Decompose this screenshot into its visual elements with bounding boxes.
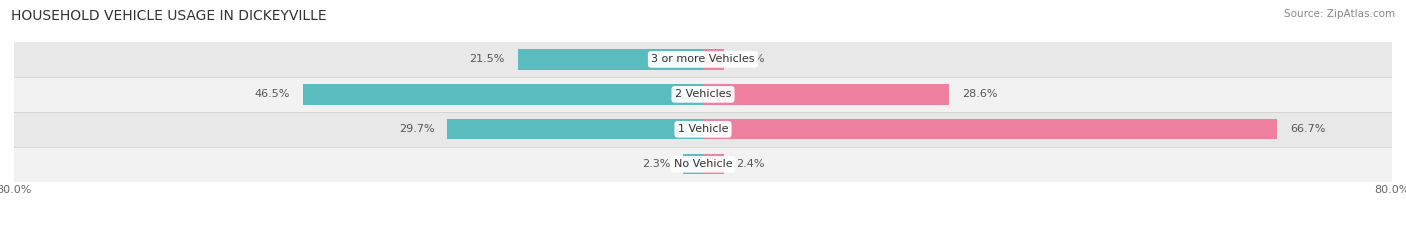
Text: 28.6%: 28.6% xyxy=(962,89,998,99)
Bar xyxy=(14,112,1392,147)
Text: 2.4%: 2.4% xyxy=(737,159,765,169)
Text: 21.5%: 21.5% xyxy=(470,55,505,64)
Bar xyxy=(703,84,949,105)
Text: Source: ZipAtlas.com: Source: ZipAtlas.com xyxy=(1284,9,1395,19)
Text: HOUSEHOLD VEHICLE USAGE IN DICKEYVILLE: HOUSEHOLD VEHICLE USAGE IN DICKEYVILLE xyxy=(11,9,326,23)
Text: 2 Vehicles: 2 Vehicles xyxy=(675,89,731,99)
Bar xyxy=(302,84,703,105)
Bar xyxy=(683,154,703,174)
Bar xyxy=(517,49,703,69)
Bar xyxy=(703,119,1278,139)
Bar xyxy=(703,154,724,174)
Bar xyxy=(14,147,1392,182)
Bar xyxy=(14,77,1392,112)
Text: 46.5%: 46.5% xyxy=(254,89,290,99)
Text: 66.7%: 66.7% xyxy=(1291,124,1326,134)
Text: 2.4%: 2.4% xyxy=(737,55,765,64)
Bar xyxy=(14,42,1392,77)
Text: 1 Vehicle: 1 Vehicle xyxy=(678,124,728,134)
Bar xyxy=(703,49,724,69)
Bar xyxy=(447,119,703,139)
Text: No Vehicle: No Vehicle xyxy=(673,159,733,169)
Text: 29.7%: 29.7% xyxy=(399,124,434,134)
Text: 2.3%: 2.3% xyxy=(643,159,671,169)
Text: 3 or more Vehicles: 3 or more Vehicles xyxy=(651,55,755,64)
